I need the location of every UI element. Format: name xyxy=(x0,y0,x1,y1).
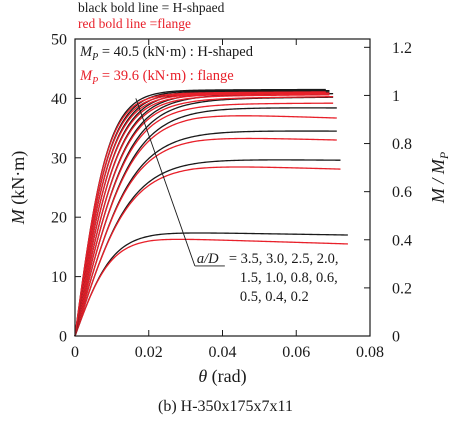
curve-flange-ad-1 xyxy=(74,95,334,337)
y-tick-label: 30 xyxy=(51,150,67,167)
curve-h-shaped-ad-0-2 xyxy=(74,88,326,337)
curve-flange-ad-1-5 xyxy=(74,102,334,337)
curve-flange-ad-0-2 xyxy=(74,91,326,337)
y-tick-label: 20 xyxy=(51,210,67,227)
y-tick-label: 0 xyxy=(59,329,67,346)
x-tick-label: 0 xyxy=(71,344,79,361)
y2-tick-label: 0.8 xyxy=(392,136,412,153)
y2-tick-label: 1 xyxy=(392,88,400,105)
y-axis-label: M (kN·m) xyxy=(8,151,29,225)
curve-h-shaped-ad-3 xyxy=(74,159,341,337)
y2-tick-label: 0.2 xyxy=(392,280,412,297)
mp-note: MP = 39.6 (kN·m) : flange xyxy=(79,68,234,87)
y2-tick-label: 0 xyxy=(392,329,400,346)
y2-tick-label: 0.4 xyxy=(392,232,412,249)
y-tick-label: 10 xyxy=(51,269,67,286)
y-tick-label: 50 xyxy=(51,32,67,49)
ad-symbol: a/D xyxy=(197,251,219,267)
y-tick-label: 40 xyxy=(51,91,67,108)
y2-axis-label: M / MP xyxy=(428,151,451,204)
x-tick-label: 0.08 xyxy=(356,344,384,361)
mp-notes: MP = 40.5 (kN·m) : H-shaped MP = 39.6 (kN… xyxy=(79,44,254,87)
header-note: red bold line =flange xyxy=(78,16,191,31)
header-note: black bold line = H-shpaed xyxy=(78,0,225,15)
curve-flange-ad-3 xyxy=(74,166,341,337)
figure-caption: (b) H-350x175x7x11 xyxy=(158,398,293,415)
x-tick-label: 0.06 xyxy=(282,344,310,361)
ad-values-line: = 3.5, 3.0, 2.5, 2.0, xyxy=(229,251,339,267)
mp-note: MP = 40.5 (kN·m) : H-shaped xyxy=(79,44,254,63)
curve-flange-ad-0-8 xyxy=(74,94,330,337)
ad-values-line: 0.5, 0.4, 0.2 xyxy=(240,289,309,305)
curves xyxy=(74,88,348,337)
curve-h-shaped-ad-3-5 xyxy=(74,232,348,337)
leader-line xyxy=(135,98,196,267)
x-tick-label: 0.04 xyxy=(209,344,237,361)
y2-tick-label: 0.6 xyxy=(392,184,412,201)
a-over-d-annotation: a/D = 3.5, 3.0, 2.5, 2.0, 1.5, 1.0, 0.8, … xyxy=(135,98,339,305)
y2-tick-label: 1.2 xyxy=(392,40,412,57)
ad-values-line: 1.5, 1.0, 0.8, 0.6, xyxy=(240,270,338,286)
x-tick-label: 0.02 xyxy=(135,344,163,361)
curve-flange-ad-3-5 xyxy=(74,238,348,337)
curve-flange-ad-2-5 xyxy=(74,137,337,337)
curve-flange-ad-2 xyxy=(74,115,337,337)
axes: 0 0.02 0.04 0.06 0.08 0 10 20 30 40 50 0 0.2 0.4 0.6 0.… xyxy=(8,32,451,388)
x-axis-label: θ (rad) xyxy=(198,366,246,387)
